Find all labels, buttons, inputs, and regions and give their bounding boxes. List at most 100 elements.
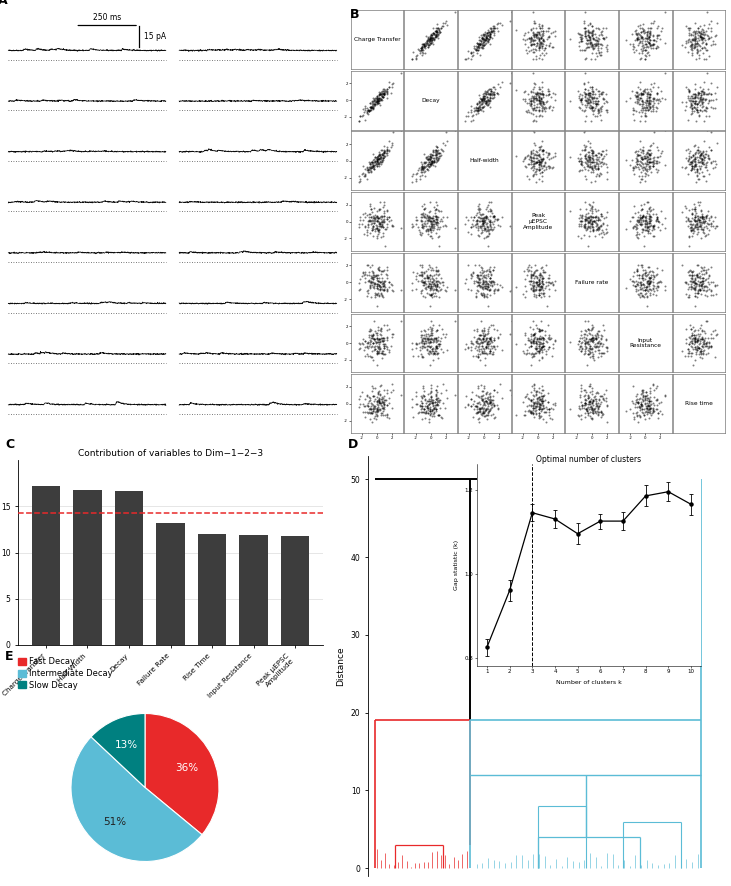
Point (436, 322, 448, 336)
Point (546, 276, 558, 290)
Point (375, 322, 387, 336)
Point (378, 214, 390, 228)
Point (529, 101, 540, 115)
Point (523, 30, 535, 44)
Point (643, 393, 655, 408)
Point (484, 275, 496, 289)
Point (645, 212, 656, 226)
Point (431, 398, 442, 412)
Point (581, 404, 593, 418)
Point (534, 401, 545, 416)
Point (430, 271, 442, 285)
Point (582, 150, 594, 164)
Point (534, 392, 546, 406)
Point (475, 268, 487, 282)
Point (423, 397, 435, 411)
Point (548, 402, 559, 416)
Point (641, 290, 653, 304)
Point (544, 39, 556, 53)
Point (651, 87, 662, 101)
Point (474, 347, 485, 361)
Point (375, 88, 387, 102)
Point (654, 149, 666, 163)
Point (634, 19, 645, 33)
Point (636, 36, 648, 51)
Point (473, 332, 485, 346)
Point (579, 384, 591, 398)
Point (531, 275, 543, 289)
Point (480, 338, 492, 353)
Point (683, 330, 694, 345)
Point (639, 109, 651, 123)
Point (583, 33, 594, 47)
Point (595, 336, 607, 350)
Point (580, 396, 591, 410)
Point (426, 290, 438, 304)
Point (482, 277, 493, 291)
Point (419, 38, 431, 52)
Point (578, 143, 590, 157)
Point (470, 349, 482, 363)
Point (477, 34, 488, 48)
Point (574, 202, 586, 216)
Point (518, 154, 529, 168)
Point (534, 109, 545, 123)
Point (630, 282, 642, 296)
Point (534, 86, 546, 100)
Point (702, 211, 714, 225)
Point (475, 221, 487, 235)
Point (476, 30, 488, 44)
Point (470, 101, 482, 115)
Point (648, 33, 660, 47)
Point (689, 41, 700, 55)
Point (471, 396, 483, 410)
Point (643, 284, 654, 298)
Point (643, 398, 654, 412)
Point (477, 217, 488, 231)
Point (692, 104, 703, 118)
Point (372, 227, 384, 241)
Point (573, 35, 585, 49)
Point (527, 26, 539, 40)
Point (640, 32, 652, 46)
Point (471, 399, 483, 413)
Point (591, 96, 603, 110)
Point (692, 85, 704, 99)
Point (428, 346, 440, 360)
Point (644, 288, 656, 302)
Point (436, 214, 448, 228)
Point (702, 340, 714, 354)
Point (684, 155, 696, 169)
Point (363, 159, 375, 174)
Point (698, 213, 710, 227)
Point (483, 25, 495, 39)
Point (686, 101, 697, 115)
Point (367, 158, 379, 172)
Point (580, 402, 591, 416)
Point (381, 146, 393, 160)
Point (683, 21, 694, 35)
Point (591, 36, 603, 51)
Point (491, 86, 502, 100)
Point (425, 34, 436, 48)
Point (593, 27, 605, 42)
Point (648, 390, 660, 404)
Point (474, 332, 485, 346)
Point (634, 74, 645, 89)
Point (433, 338, 445, 352)
Point (536, 323, 548, 338)
Point (365, 210, 376, 224)
Point (522, 103, 534, 117)
Point (428, 147, 439, 161)
Point (534, 95, 545, 109)
Point (642, 220, 654, 234)
Point (484, 271, 496, 285)
Point (578, 138, 590, 152)
Point (465, 210, 477, 224)
Point (564, 335, 576, 349)
Point (579, 392, 591, 407)
Point (485, 267, 497, 281)
Point (372, 274, 384, 288)
Point (677, 344, 689, 358)
Point (429, 345, 441, 359)
